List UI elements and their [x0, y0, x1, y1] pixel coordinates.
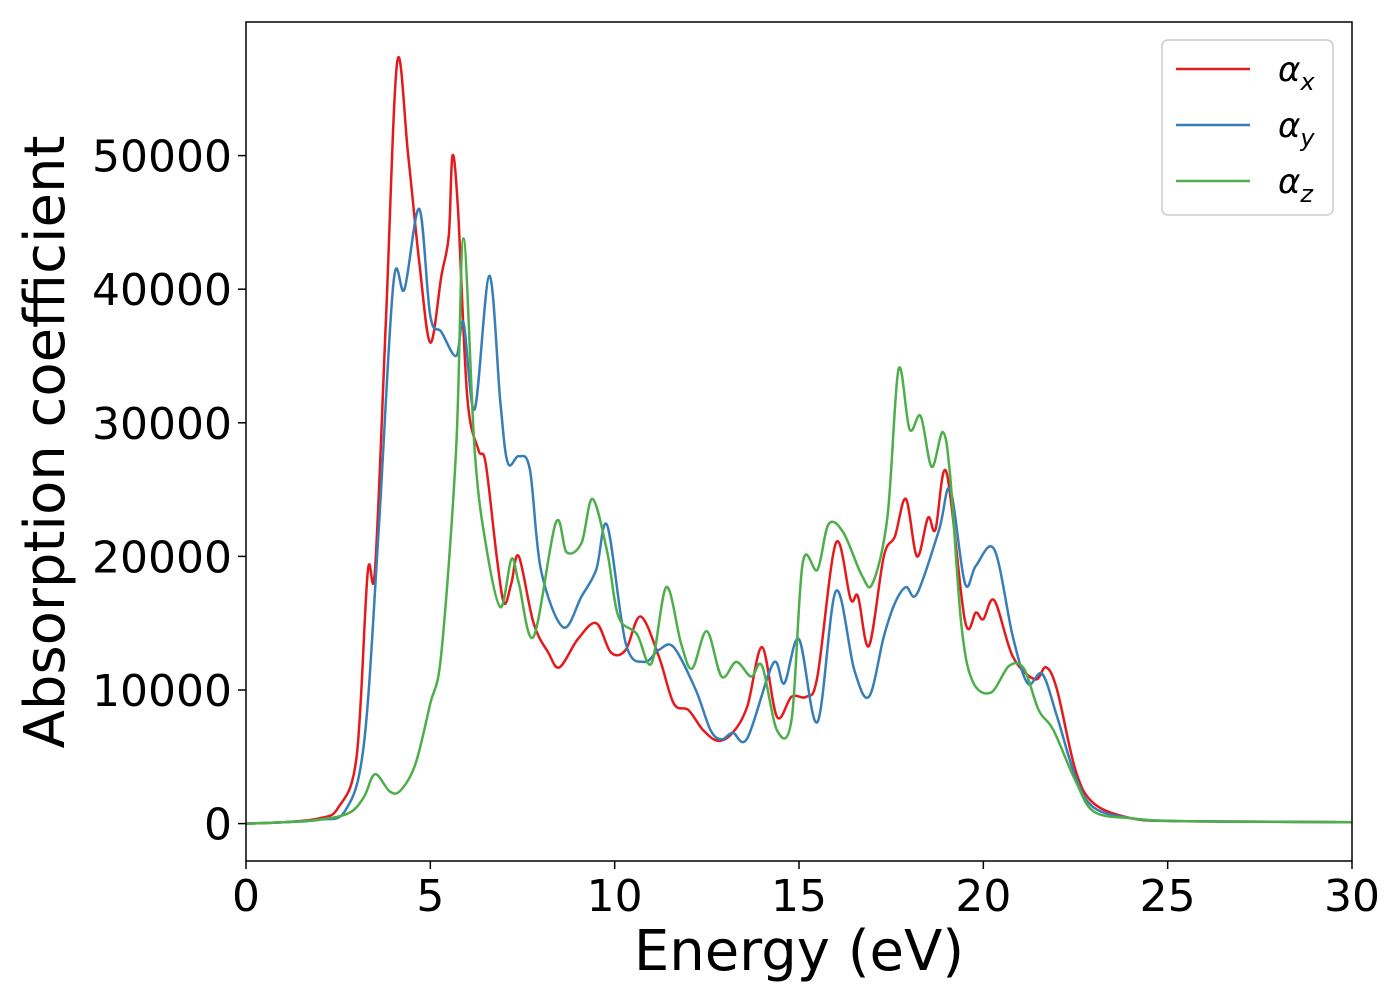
y-tick-label: 40000 [92, 265, 232, 316]
y-tick-label: 0 [204, 800, 232, 851]
x-tick-label: 0 [232, 871, 260, 922]
y-tick-label: 30000 [92, 399, 232, 450]
legend-label-y: αy [1278, 106, 1315, 152]
x-tick-label: 30 [1324, 871, 1380, 922]
x-axis: 0 5 10 15 20 25 30 [232, 861, 1380, 922]
legend-label-x: αx [1278, 50, 1315, 96]
x-tick-label: 10 [587, 871, 643, 922]
legend-box [1161, 39, 1334, 216]
legend: αx αy αz [1161, 39, 1334, 216]
y-axis-title: Absorption coefficient [13, 136, 78, 749]
x-tick-label: 5 [416, 871, 444, 922]
x-tick-label: 25 [1140, 871, 1196, 922]
y-tick-label: 10000 [92, 666, 232, 717]
series-line-y [245, 207, 1353, 825]
series-line-x [245, 55, 1353, 825]
legend-label-z: αz [1278, 162, 1314, 208]
x-tick-label: 20 [955, 871, 1011, 922]
series-layer [245, 55, 1353, 825]
x-tick-label: 15 [771, 871, 827, 922]
y-axis: 0 10000 20000 30000 40000 50000 [92, 132, 246, 851]
y-tick-label: 50000 [92, 132, 232, 183]
series-line-z [245, 237, 1353, 825]
x-axis-title: Energy (eV) [634, 919, 964, 984]
y-tick-label: 20000 [92, 532, 232, 583]
